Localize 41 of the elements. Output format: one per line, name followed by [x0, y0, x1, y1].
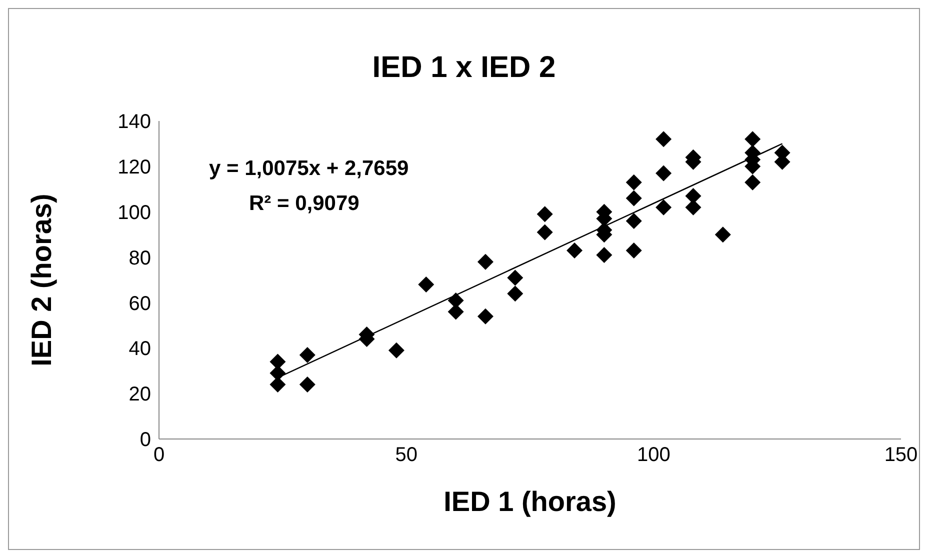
y-tick-label: 120	[118, 156, 151, 179]
point	[507, 270, 524, 286]
y-tick-label: 60	[128, 292, 151, 315]
point	[596, 247, 612, 264]
point	[299, 376, 316, 392]
x-tick-label: 50	[395, 444, 418, 466]
point	[536, 224, 553, 240]
point	[744, 174, 761, 190]
y-tick-label: 40	[128, 338, 151, 360]
point	[685, 188, 702, 204]
point	[477, 308, 494, 324]
x-tick-label: 150	[884, 444, 918, 466]
point	[626, 242, 642, 258]
chart-title: IED 1 x IED 2	[371, 51, 557, 85]
y-axis-title: IED 2 (horas)	[26, 194, 57, 366]
point	[388, 342, 404, 358]
point	[448, 292, 464, 308]
x-tick-label: 0	[153, 444, 165, 466]
y-tick-label: 20	[128, 384, 151, 406]
point	[626, 212, 642, 229]
point	[626, 174, 642, 190]
y-tick-label: 80	[128, 247, 151, 270]
annotation: y = 1,0075x + 2,7659	[209, 157, 409, 181]
point	[714, 226, 731, 243]
point	[536, 206, 553, 222]
annotation: R² = 0,9079	[249, 192, 360, 216]
y-tick-label: 0	[140, 429, 151, 452]
y-tick-label: 100	[118, 202, 151, 224]
point	[418, 276, 434, 293]
point	[566, 242, 583, 258]
point	[656, 165, 672, 182]
point	[507, 286, 524, 302]
x-tick-label: 100	[636, 444, 670, 466]
point	[299, 346, 316, 363]
point	[656, 131, 672, 148]
y-tick-label: 140	[118, 111, 151, 134]
point	[656, 199, 672, 216]
point	[477, 254, 494, 270]
point	[626, 190, 642, 206]
x-axis-title: IED 1 (horas)	[444, 486, 616, 517]
point	[744, 131, 761, 148]
